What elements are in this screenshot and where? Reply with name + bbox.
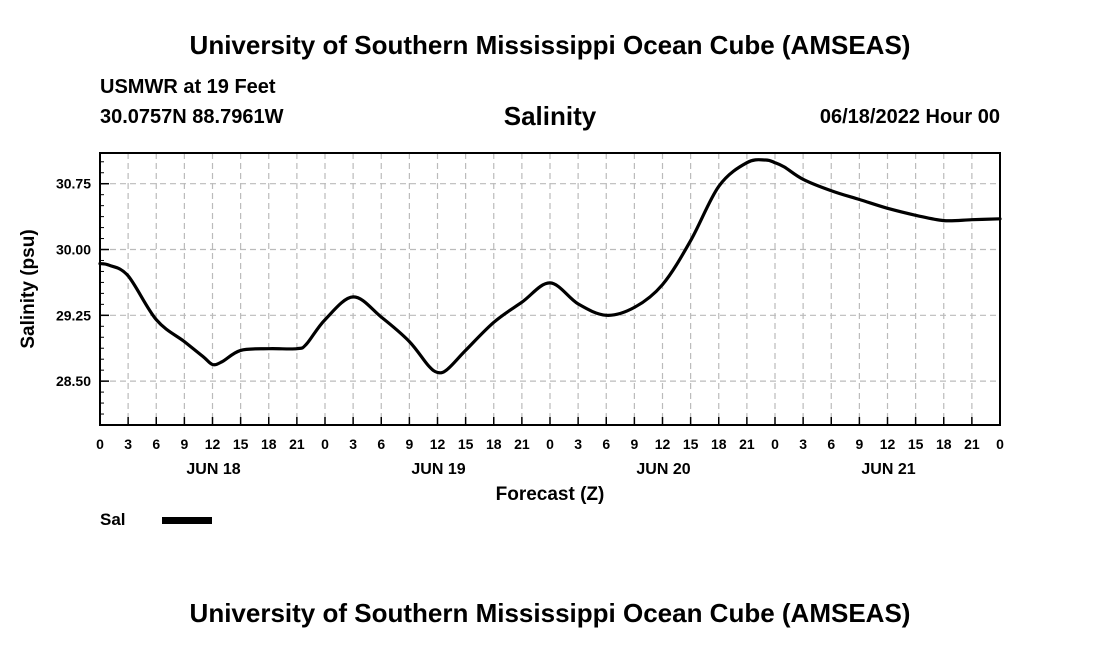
x-tick-label: 9 [630,436,638,452]
y-tick-label: 30.75 [56,176,91,192]
footer-title: University of Southern Mississippi Ocean… [189,598,911,628]
x-tick-label: 12 [655,436,671,452]
x-tick-label: 15 [683,436,699,452]
x-tick-label: 3 [124,436,132,452]
x-tick-label: 18 [261,436,277,452]
day-labels: JUN 18 JUN 19 JUN 20 JUN 21 [186,461,915,478]
x-tick-label: 3 [799,436,807,452]
series-line-sal [98,158,1002,375]
y-axis-label: Salinity (psu) [18,229,39,348]
series-layer [98,158,1002,375]
x-axis-ticks: 0 3 6 9 12 15 18 21 0 3 6 9 12 15 18 21 0 3 6 9 12 15 18 21 0 3 6 9… [96,417,1004,452]
x-tick-label: 12 [205,436,221,452]
y-tick-label: 30.00 [56,242,91,258]
x-tick-label: 0 [321,436,329,452]
x-axis-label: Forecast (Z) [496,484,605,505]
x-tick-label: 21 [964,436,980,452]
y-tick-label: 28.50 [56,373,91,389]
day-label: JUN 21 [861,461,915,478]
x-tick-label: 6 [827,436,835,452]
x-tick-label: 6 [602,436,610,452]
x-tick-label: 18 [711,436,727,452]
page-title: University of Southern Mississippi Ocean… [189,30,911,60]
x-tick-label: 3 [574,436,582,452]
x-tick-label: 0 [546,436,554,452]
y-axis-ticks: 28.50 29.25 30.00 30.75 [56,176,109,389]
x-tick-label: 21 [289,436,305,452]
x-tick-label: 15 [458,436,474,452]
day-label: JUN 18 [186,461,240,478]
x-tick-label: 9 [855,436,863,452]
x-tick-label: 0 [996,436,1004,452]
day-label: JUN 20 [636,461,690,478]
forecast-time-label: 06/18/2022 Hour 00 [819,106,1000,128]
x-tick-label: 12 [880,436,896,452]
station-label: USMWR at 19 Feet [100,76,276,98]
x-tick-label: 0 [96,436,104,452]
x-tick-label: 18 [486,436,502,452]
x-tick-label: 9 [405,436,413,452]
chart-title: Salinity [503,101,597,131]
x-tick-label: 15 [908,436,924,452]
day-label: JUN 19 [411,461,465,478]
x-tick-label: 0 [771,436,779,452]
x-tick-label: 15 [233,436,249,452]
legend-swatch [162,517,212,524]
x-tick-label: 18 [936,436,952,452]
x-tick-label: 12 [430,436,446,452]
x-tick-label: 3 [349,436,357,452]
x-tick-label: 6 [377,436,385,452]
coordinates-label: 30.0757N 88.7961W [100,106,284,128]
x-tick-label: 9 [180,436,188,452]
x-tick-label: 21 [739,436,755,452]
legend-label: Sal [100,510,126,529]
grid-lines [100,153,1000,425]
x-tick-label: 21 [514,436,530,452]
x-tick-label: 6 [152,436,160,452]
y-tick-label: 29.25 [56,307,91,323]
